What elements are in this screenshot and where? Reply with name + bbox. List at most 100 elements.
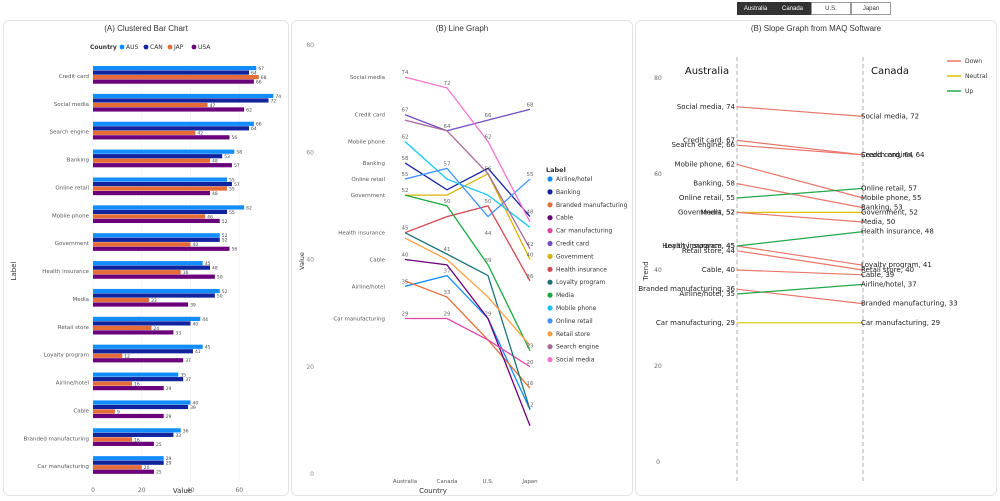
data-label: 37	[185, 358, 191, 364]
data-label: 29	[166, 456, 172, 462]
legend-title: Label	[546, 166, 566, 174]
y-axis-label: Label	[10, 262, 18, 281]
legend-label: Online retail	[556, 318, 593, 325]
category-label: Credit card	[59, 74, 89, 80]
bar-aus	[93, 261, 203, 266]
point-label: 29	[444, 311, 451, 317]
data-label: 66	[256, 80, 262, 86]
left-value-label: Online retail, 55	[679, 194, 735, 202]
series-line	[404, 274, 531, 410]
slicer-item-japan[interactable]: Japan	[851, 2, 891, 15]
bar-jap	[93, 75, 259, 80]
panel-title: (B) Line Graph	[435, 24, 489, 33]
legend-label: Mobile phone	[556, 305, 597, 312]
country-slicer: Australia Canada U.S. Japan	[737, 2, 891, 15]
bar-can	[93, 432, 174, 437]
data-label: 29	[166, 461, 172, 467]
point-label: 36	[527, 274, 534, 280]
point-label: 16	[527, 381, 534, 387]
panel-title: (B) Slope Graph from MAQ Software	[750, 24, 882, 33]
series-line	[404, 108, 531, 132]
bar-usa	[93, 441, 154, 446]
data-label: 41	[195, 349, 201, 355]
series-start-label: Social media	[350, 75, 385, 81]
slicer-item-australia[interactable]: Australia	[737, 2, 774, 15]
data-label: 25	[156, 470, 162, 476]
series-start-label: Banking	[363, 161, 385, 167]
data-label: 16	[134, 437, 140, 443]
bar-jap	[93, 130, 196, 135]
data-label: 40	[193, 242, 199, 248]
legend-label: Cable	[556, 215, 573, 222]
legend-label-aus: AUS	[126, 44, 138, 51]
data-label: 55	[229, 210, 235, 216]
legend-label: Retail store	[556, 331, 590, 338]
legend-swatch	[547, 266, 553, 272]
data-label: 68	[261, 75, 267, 81]
bar-aus	[93, 66, 257, 71]
right-value-label: Social media, 72	[861, 112, 919, 120]
left-value-label: Loyalty program, 45	[664, 242, 735, 250]
line-graph-panel: (B) Line Graph 0 20 40 60 80 Value Australia Ca…	[291, 20, 633, 496]
legend-swatch-can	[143, 44, 149, 50]
bar-aus	[93, 288, 220, 294]
slicer-item-canada[interactable]: Canada	[774, 2, 811, 15]
point-label: 50	[485, 199, 492, 205]
series-line	[405, 172, 531, 260]
bar-jap	[93, 325, 152, 330]
point-label: 29	[485, 311, 492, 317]
data-label: 29	[166, 414, 172, 420]
series-line	[404, 205, 531, 282]
bar-usa	[93, 163, 232, 168]
clustered-bar-chart-panel: (A) Clustered Bar Chart Country AUS CAN JAP…	[3, 20, 289, 496]
y-tick-label: 60	[306, 149, 314, 156]
right-value-label: Car manufacturing, 29	[861, 319, 940, 327]
point-label: 55	[402, 172, 409, 178]
legend-swatch	[547, 279, 553, 285]
series-line	[404, 194, 531, 351]
legend-title: Country	[90, 44, 117, 51]
bar-usa	[93, 358, 184, 363]
right-value-label: Cable, 39	[861, 271, 894, 279]
bar-aus	[93, 121, 254, 126]
bar-can	[93, 349, 193, 354]
bar-usa	[93, 413, 164, 419]
bar-can	[93, 126, 249, 131]
bar-jap	[93, 270, 181, 275]
series-start-label: Credit card	[355, 113, 385, 119]
point-label: 50	[444, 199, 451, 205]
data-label: 40	[193, 400, 199, 406]
series-start-label: Mobile phone	[348, 140, 386, 146]
legend-swatch-aus	[119, 44, 125, 50]
point-label: 58	[402, 156, 409, 162]
bar-can	[93, 404, 189, 410]
category-label: Online retail	[55, 185, 89, 191]
series-start-label: Health insurance	[338, 231, 385, 237]
bar-jap	[93, 214, 206, 219]
data-label: 56	[232, 247, 238, 253]
data-label: 36	[183, 270, 189, 276]
legend-swatch	[547, 331, 553, 337]
point-label: 41	[444, 247, 451, 253]
y-tick-label: 40	[654, 267, 662, 274]
legend-label: Branded manufacturing	[556, 202, 628, 209]
panel-title: (A) Clustered Bar Chart	[104, 24, 188, 33]
right-value-label: Loyalty program, 41	[861, 261, 932, 269]
category-label: Loyalty program	[44, 353, 89, 359]
left-value-label: Social media, 74	[677, 103, 736, 111]
bar-aus	[93, 316, 201, 321]
x-axis-label: Country	[419, 487, 447, 495]
data-label: 35	[180, 373, 186, 379]
x-tick-label: 0	[91, 487, 95, 494]
bar-usa	[93, 135, 230, 140]
y-tick-label: 20	[306, 364, 314, 371]
data-label: 47	[210, 103, 216, 109]
slicer-item-us[interactable]: U.S.	[811, 2, 851, 15]
legend-label-up: Up	[965, 88, 973, 95]
point-label: 67	[402, 108, 409, 114]
point-label: 20	[527, 360, 534, 366]
bar-usa	[93, 330, 174, 335]
left-value-label: Health insurance, 45	[662, 242, 735, 250]
point-label: 42	[527, 242, 534, 248]
series-start-label: Car manufacturing	[333, 316, 385, 322]
